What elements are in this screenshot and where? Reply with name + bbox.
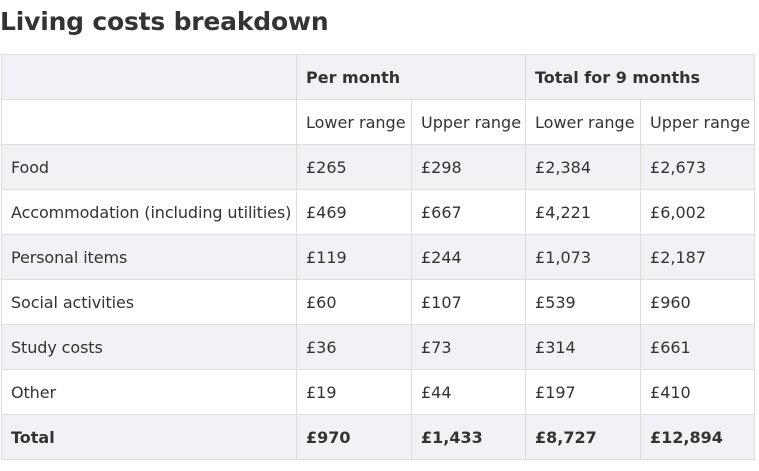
total-upper-cell: £2,187: [640, 234, 756, 280]
total-upper-cell: £6,002: [640, 189, 756, 235]
group-header-total-9-months: Total for 9 months: [525, 54, 756, 100]
per-month-upper-cell: £244: [410, 234, 527, 280]
per-month-lower-cell: £60: [296, 279, 412, 325]
total-lower-cell: £4,221: [525, 189, 642, 235]
total-9-months-lower-cell: £8,727: [525, 414, 642, 460]
row-label: Social activities: [1, 279, 297, 325]
per-month-lower-cell: £119: [296, 234, 412, 280]
total-label: Total: [1, 414, 297, 460]
total-lower-cell: £2,384: [525, 144, 642, 190]
group-header-empty: [1, 54, 297, 100]
total-per-month-lower-cell: £970: [296, 414, 412, 460]
per-month-upper-cell: £107: [410, 279, 527, 325]
total-lower-cell: £1,073: [525, 234, 642, 280]
table-row: Accommodation (including utilities) £469…: [1, 189, 756, 235]
per-month-upper-cell: £44: [410, 369, 527, 415]
row-label: Food: [1, 144, 297, 190]
row-label: Personal items: [1, 234, 297, 280]
total-lower-cell: £539: [525, 279, 642, 325]
sub-header-row: Lower range Upper range Lower range Uppe…: [1, 99, 756, 145]
per-month-upper-cell: £298: [410, 144, 527, 190]
sub-header-per-month-upper: Upper range: [410, 99, 527, 145]
per-month-upper-cell: £73: [410, 324, 527, 370]
living-costs-table: Per month Total for 9 months Lower range…: [1, 54, 756, 460]
per-month-lower-cell: £36: [296, 324, 412, 370]
page-title: Living costs breakdown: [0, 7, 329, 36]
total-9-months-upper-cell: £12,894: [640, 414, 756, 460]
total-upper-cell: £2,673: [640, 144, 756, 190]
total-upper-cell: £661: [640, 324, 756, 370]
row-label: Accommodation (including utilities): [1, 189, 297, 235]
table-row: Study costs £36 £73 £314 £661: [1, 324, 756, 370]
table-row: Other £19 £44 £197 £410: [1, 369, 756, 415]
row-label: Study costs: [1, 324, 297, 370]
table-row: Personal items £119 £244 £1,073 £2,187: [1, 234, 756, 280]
row-label: Other: [1, 369, 297, 415]
table-row: Food £265 £298 £2,384 £2,673: [1, 144, 756, 190]
sub-header-empty: [1, 99, 297, 145]
per-month-lower-cell: £19: [296, 369, 412, 415]
group-header-row: Per month Total for 9 months: [1, 54, 756, 100]
sub-header-total-upper: Upper range: [640, 99, 756, 145]
table-row: Social activities £60 £107 £539 £960: [1, 279, 756, 325]
total-lower-cell: £197: [525, 369, 642, 415]
total-upper-cell: £410: [640, 369, 756, 415]
total-upper-cell: £960: [640, 279, 756, 325]
total-row: Total £970 £1,433 £8,727 £12,894: [1, 414, 756, 460]
total-per-month-upper-cell: £1,433: [410, 414, 527, 460]
group-header-per-month: Per month: [295, 54, 527, 100]
per-month-lower-cell: £265: [296, 144, 412, 190]
total-lower-cell: £314: [525, 324, 642, 370]
sub-header-total-lower: Lower range: [525, 99, 642, 145]
per-month-upper-cell: £667: [410, 189, 527, 235]
sub-header-per-month-lower: Lower range: [296, 99, 412, 145]
per-month-lower-cell: £469: [296, 189, 412, 235]
